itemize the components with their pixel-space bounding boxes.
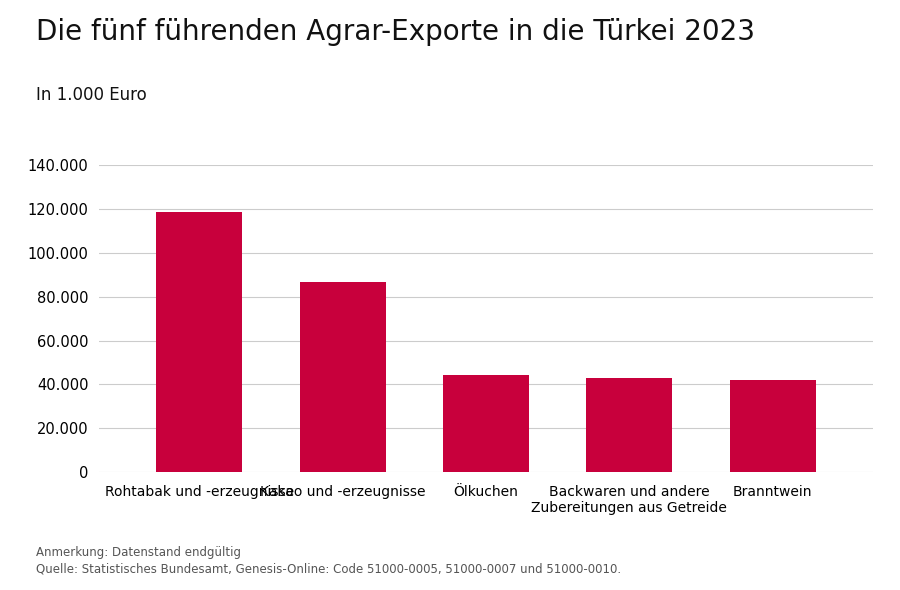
Text: In 1.000 Euro: In 1.000 Euro	[36, 86, 147, 104]
Bar	[300, 283, 386, 472]
Text: Quelle: Statistisches Bundesamt, Genesis-Online: Code 51000-0005, 51000-0007 und: Quelle: Statistisches Bundesamt, Genesis…	[36, 562, 621, 575]
Bar	[586, 378, 672, 472]
Text: Die fünf führenden Agrar-Exporte in die Türkei 2023: Die fünf führenden Agrar-Exporte in die …	[36, 18, 755, 45]
Bar	[443, 375, 529, 472]
Text: Anmerkung: Datenstand endgültig: Anmerkung: Datenstand endgültig	[36, 546, 241, 559]
Bar	[157, 212, 242, 472]
Bar	[730, 381, 815, 472]
